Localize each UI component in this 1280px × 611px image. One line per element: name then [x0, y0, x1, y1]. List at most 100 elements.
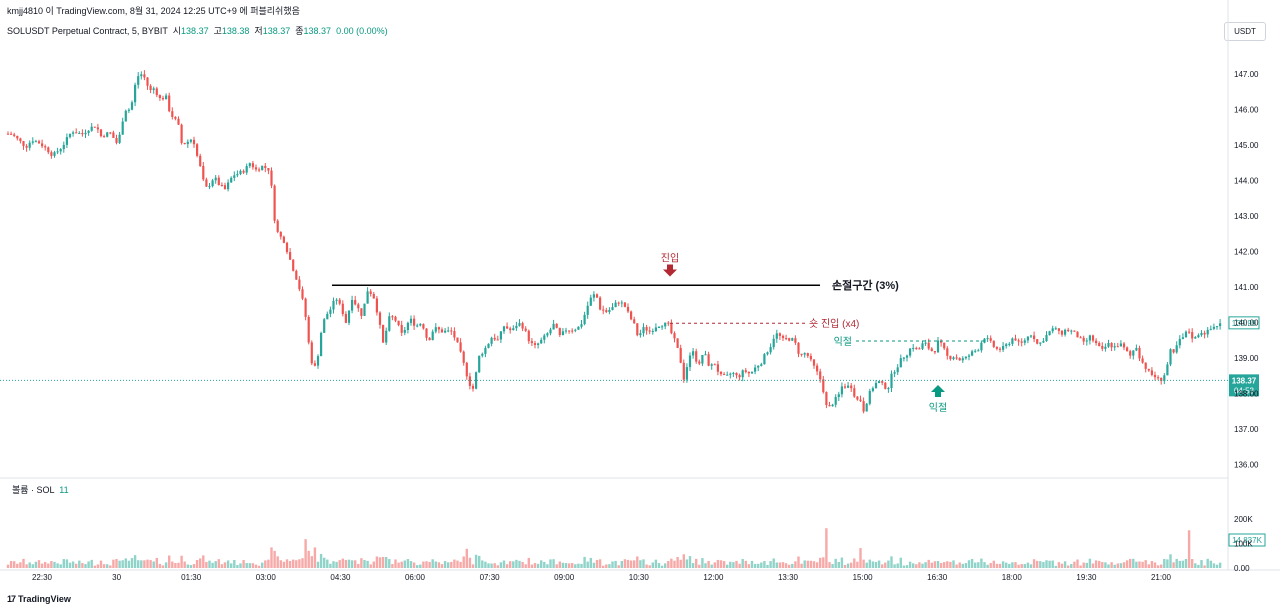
- volume-bar: [295, 560, 298, 568]
- volume-bar: [502, 560, 506, 568]
- candle-body: [10, 133, 13, 135]
- candle-body: [856, 396, 859, 400]
- candle-body: [564, 330, 568, 332]
- volume-bar: [316, 561, 320, 568]
- price-tick-label: 138.00: [1234, 390, 1259, 399]
- volume-bar: [1144, 560, 1147, 568]
- volume-bar: [809, 560, 813, 568]
- candle-body: [428, 337, 431, 341]
- volume-bar: [1110, 562, 1113, 568]
- candle-body: [326, 313, 329, 320]
- volume-bar: [574, 564, 577, 568]
- volume-bar: [856, 561, 859, 568]
- time-tick-label: 07:30: [480, 573, 501, 582]
- volume-bar: [868, 559, 871, 568]
- candle-body: [977, 350, 980, 352]
- volume-bar: [270, 547, 273, 568]
- candle-body: [633, 319, 636, 324]
- candle-body: [310, 342, 313, 364]
- candle-body: [750, 371, 754, 374]
- candle-body: [540, 339, 543, 344]
- volume-bar: [1036, 560, 1039, 568]
- volume-bar: [1212, 563, 1216, 568]
- candle-body: [781, 335, 785, 339]
- currency-button[interactable]: USDT: [1224, 22, 1266, 41]
- candle-body: [524, 328, 527, 331]
- candle-body: [233, 175, 236, 178]
- candle-body: [134, 84, 137, 103]
- candle-body: [223, 185, 227, 190]
- volume-bar: [239, 563, 242, 568]
- volume-bar: [874, 562, 878, 568]
- candle-body: [927, 342, 930, 349]
- candle-body: [437, 327, 440, 330]
- volume-bar: [47, 563, 50, 568]
- volume-bar: [853, 558, 856, 568]
- candle-body: [1104, 346, 1107, 349]
- candle-body: [707, 354, 710, 366]
- volume-bar: [676, 557, 679, 568]
- candle-body: [679, 347, 682, 363]
- volume-bar: [595, 559, 599, 568]
- candle-body: [1215, 326, 1219, 328]
- price-tick-label: 136.00: [1234, 461, 1259, 470]
- candle-body: [360, 308, 363, 316]
- price-tick-label: 143.00: [1234, 212, 1259, 221]
- volume-bar: [381, 556, 385, 568]
- volume-bar: [1067, 565, 1070, 568]
- candle-body: [639, 333, 642, 336]
- candle-body: [174, 116, 177, 119]
- candle-body: [248, 163, 251, 167]
- candles: [6, 70, 1222, 414]
- volume-bar: [998, 563, 1002, 568]
- candle-body: [794, 338, 797, 343]
- candle-body: [1107, 342, 1110, 347]
- candle-body: [304, 298, 307, 317]
- candle-body: [25, 145, 28, 148]
- time-tick-label: 09:00: [554, 573, 575, 582]
- candle-body: [744, 370, 747, 372]
- volume-tick-label: 200K: [1234, 515, 1253, 524]
- volume-bar: [226, 560, 230, 568]
- volume-bar: [440, 564, 444, 568]
- candle-body: [1051, 328, 1054, 332]
- volume-bar: [1125, 560, 1129, 568]
- candle-body: [444, 330, 447, 333]
- candle-body: [13, 134, 16, 136]
- candle-body: [527, 330, 530, 342]
- volume-bar: [664, 563, 667, 568]
- volume-bar: [363, 559, 366, 568]
- volume-bar: [915, 564, 918, 568]
- volume-bar: [1209, 560, 1212, 568]
- candle-body: [276, 220, 279, 232]
- time-tick-label: 10:30: [629, 573, 650, 582]
- volume-bar: [307, 550, 310, 568]
- candle-body: [425, 328, 428, 338]
- candle-body: [323, 319, 326, 333]
- candle-body: [56, 151, 59, 153]
- candle-body: [366, 291, 369, 304]
- volume-bar: [1082, 562, 1085, 568]
- volume-bar: [313, 547, 317, 568]
- volume-bar: [660, 565, 664, 568]
- candle-body: [165, 95, 168, 100]
- volume-bar: [564, 563, 568, 568]
- candle-body: [295, 270, 298, 280]
- high-value: 138.38: [221, 26, 250, 36]
- annotations: 손절구간 (3%)진입숏 진입 (x4)익절익절139.99138.3704:5…: [0, 251, 1266, 547]
- candle-body: [537, 343, 540, 345]
- volume-bar: [493, 563, 496, 568]
- time-tick-label: 22:30: [32, 573, 53, 582]
- volume-bar: [577, 563, 580, 568]
- candle-body: [552, 323, 555, 330]
- volume-bar: [884, 562, 887, 568]
- candle-body: [1048, 331, 1051, 336]
- volume-bar: [99, 560, 103, 568]
- candle-body: [1150, 370, 1153, 375]
- candle-body: [800, 353, 803, 355]
- time-tick-label: 01:30: [181, 573, 202, 582]
- candle-body: [254, 167, 258, 170]
- candle-body: [899, 358, 902, 368]
- candle-body: [6, 133, 10, 135]
- volume-bar: [292, 559, 295, 568]
